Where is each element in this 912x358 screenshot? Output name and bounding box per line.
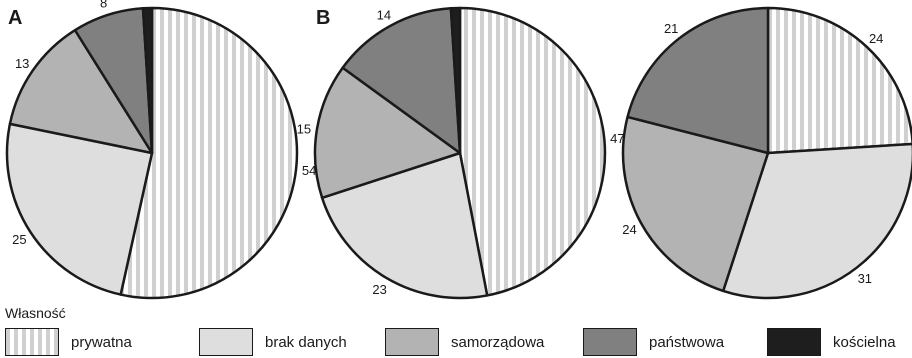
pie-2-label-brak-danych: 23 (372, 282, 386, 297)
legend-swatch-brak-danych (199, 328, 253, 356)
pie-3-label-brak-danych: 31 (858, 271, 872, 286)
pie-2-slice-panstwowa (341, 7, 462, 155)
pie-1-slice-koscielna (141, 6, 154, 155)
pie-2-slice-koscielna (449, 6, 462, 155)
legend-item-brak-danych: brak danych (199, 327, 347, 357)
pie-2-slice-samorzadowa (313, 66, 462, 200)
pie-1-label-samorzadowa: 13 (15, 56, 29, 71)
legend-label-panstwowa: państwowa (649, 333, 725, 351)
pie-3-label-samorzadowa: 24 (622, 222, 636, 237)
pie-charts-figure: 54 25 13 8 A 47 23 15 14 B 24 31 24 21 (5, 0, 912, 300)
panel-letter-b: B (316, 7, 330, 29)
pie-2-slice-prywatna (458, 6, 607, 297)
legend-swatch-samorzadowa (385, 328, 439, 356)
legend-label-prywatna: prywatna (71, 333, 132, 351)
legend-swatch-prywatna (5, 328, 59, 356)
pie-1-label-panstwowa: 8 (100, 0, 107, 11)
legend-label-koscielna: kościelna (833, 333, 896, 351)
pie-1-label-prywatna: 54 (302, 163, 316, 178)
pie-3-slice-brak-danych (721, 142, 912, 300)
pie-2-label-panstwowa: 14 (377, 8, 391, 23)
legend: Własność prywatna brak danych samorządow… (0, 302, 912, 358)
pie-1-slice-brak-danych (5, 122, 154, 296)
pie-3-label-panstwowa: 21 (664, 21, 678, 36)
pie-3-slice-prywatna (766, 6, 912, 155)
legend-item-panstwowa: państwowa (583, 327, 724, 357)
panel-letter-a: A (8, 7, 22, 29)
pie-3-label-prywatna: 24 (869, 31, 883, 46)
pies-group: 54 25 13 8 A 47 23 15 14 B 24 31 24 21 (5, 0, 912, 300)
pie-1-label-brak-danych: 25 (12, 232, 26, 247)
legend-title: Własność (5, 305, 66, 321)
legend-item-prywatna: prywatna (5, 327, 132, 357)
legend-label-samorzadowa: samorządowa (451, 333, 545, 351)
pie-3-slice-panstwowa (626, 6, 770, 155)
pie-2-label-samorzadowa: 15 (297, 121, 311, 136)
legend-swatch-panstwowa (583, 328, 637, 356)
pie-3-slice-samorzadowa (621, 115, 770, 293)
pie-2-slice-brak-danych (320, 151, 489, 300)
legend-swatch-koscielna (767, 328, 821, 356)
pie-1-slice-prywatna (119, 6, 299, 300)
pie-1-slice-samorzadowa (8, 28, 154, 155)
legend-label-brak-danych: brak danych (265, 333, 347, 351)
legend-item-koscielna: kościelna (767, 327, 896, 357)
legend-item-samorzadowa: samorządowa (385, 327, 544, 357)
pie-2-label-prywatna: 47 (610, 131, 624, 146)
